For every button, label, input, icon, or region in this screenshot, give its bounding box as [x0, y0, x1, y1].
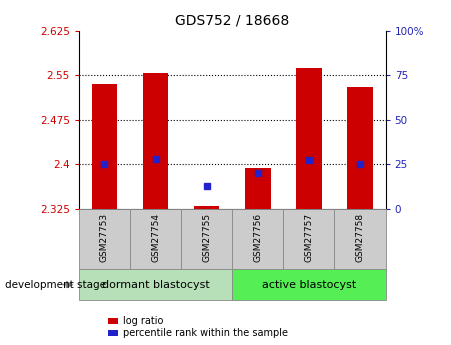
Text: active blastocyst: active blastocyst [262, 280, 356, 289]
Bar [296, 68, 322, 209]
Text: GSM27753: GSM27753 [100, 213, 109, 262]
Bar [92, 84, 117, 209]
Text: GSM27757: GSM27757 [304, 213, 313, 262]
FancyBboxPatch shape [232, 209, 283, 269]
Title: GDS752 / 18668: GDS752 / 18668 [175, 13, 290, 27]
FancyBboxPatch shape [79, 209, 130, 269]
FancyBboxPatch shape [283, 209, 335, 269]
Bar [194, 206, 220, 209]
FancyBboxPatch shape [79, 269, 232, 300]
Text: development stage: development stage [5, 280, 106, 289]
Text: GSM27758: GSM27758 [355, 213, 364, 262]
Text: dormant blastocyst: dormant blastocyst [102, 280, 209, 289]
Text: percentile rank within the sample: percentile rank within the sample [123, 328, 288, 338]
Text: GSM27754: GSM27754 [151, 213, 160, 262]
Bar [245, 168, 271, 209]
FancyBboxPatch shape [335, 209, 386, 269]
FancyBboxPatch shape [130, 209, 181, 269]
Text: GSM27756: GSM27756 [253, 213, 262, 262]
Bar [143, 72, 168, 209]
FancyBboxPatch shape [181, 209, 232, 269]
Text: GSM27755: GSM27755 [202, 213, 211, 262]
FancyBboxPatch shape [232, 269, 386, 300]
Bar [347, 87, 373, 209]
Text: log ratio: log ratio [123, 316, 163, 326]
